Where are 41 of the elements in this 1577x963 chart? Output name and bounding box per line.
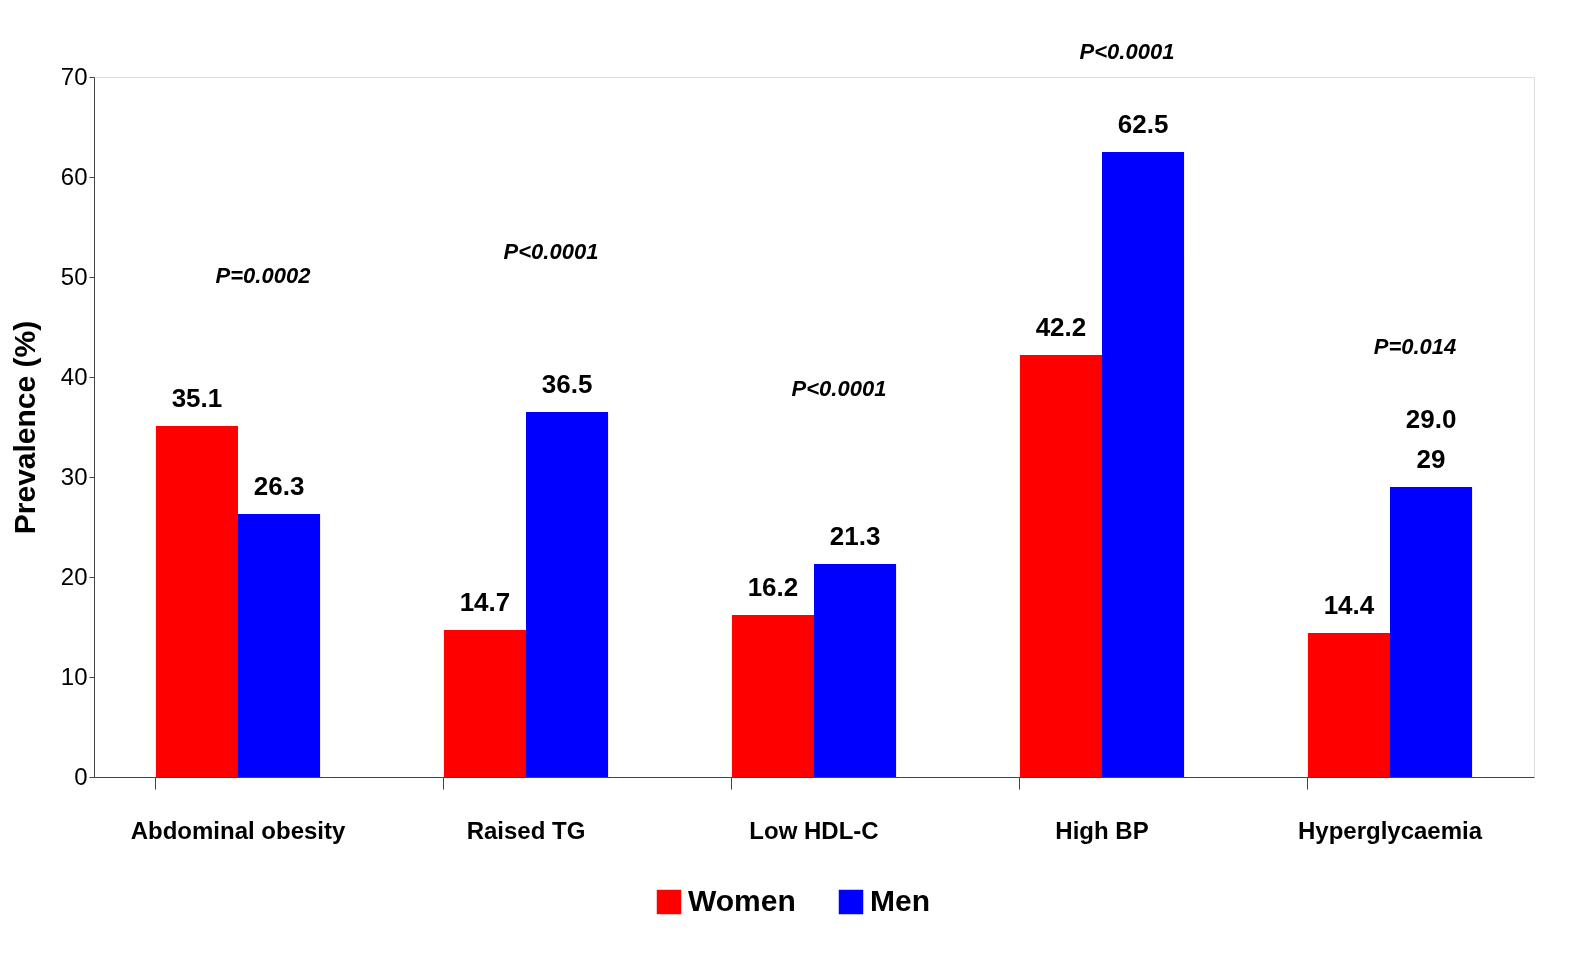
- annotation: P<0.0001: [791, 376, 887, 401]
- data-label: 21.3: [829, 521, 881, 551]
- bar: [1390, 487, 1473, 777]
- data-label: 16.2: [747, 572, 799, 602]
- data-label: 42.2: [1035, 312, 1087, 342]
- bar: [1307, 633, 1390, 777]
- text: P<0.0001: [1079, 39, 1175, 64]
- bar: [1102, 152, 1185, 777]
- y-tick-label: 40: [60, 362, 88, 390]
- x-tick-label: Low HDL-C: [749, 816, 879, 844]
- y-tick-label: 0: [74, 762, 88, 790]
- bar: [1019, 355, 1102, 777]
- x-tick-label: High BP: [1055, 816, 1149, 844]
- y-tick-label: 30: [60, 462, 88, 490]
- y-tick-label: 60: [60, 162, 88, 190]
- x-tick-label: Raised TG: [466, 816, 586, 844]
- y-axis-title: Prevalence (%): [7, 320, 41, 535]
- x-tick-label: Hyperglycaemia: [1297, 816, 1483, 844]
- data-label: 29.0 29: [1405, 404, 1457, 474]
- bar: [155, 426, 238, 777]
- bar: [443, 630, 526, 777]
- bar: [731, 615, 814, 777]
- annotation: P=0.014: [1373, 334, 1457, 359]
- data-label: 26.3: [253, 471, 305, 501]
- bar: [814, 564, 897, 777]
- y-tick-label: 50: [60, 262, 88, 290]
- legend-label: Women: [688, 884, 796, 917]
- y-tick-label: 20: [60, 562, 88, 590]
- y-tick-label: 70: [60, 62, 88, 90]
- x-tick-label: Abdominal obesity: [130, 816, 346, 844]
- data-label: 62.5: [1117, 109, 1169, 139]
- annotation: P<0.0001: [503, 239, 599, 264]
- annotation: P=0.0002: [215, 263, 312, 288]
- bar: [238, 514, 321, 777]
- data-label: 14.7: [459, 587, 511, 617]
- data-label: 14.4: [1323, 590, 1375, 620]
- bar: [526, 412, 609, 777]
- y-tick-label: 10: [60, 662, 88, 690]
- data-label: 35.1: [171, 383, 223, 413]
- data-label: 36.5: [541, 369, 593, 399]
- legend-label: Men: [870, 884, 930, 917]
